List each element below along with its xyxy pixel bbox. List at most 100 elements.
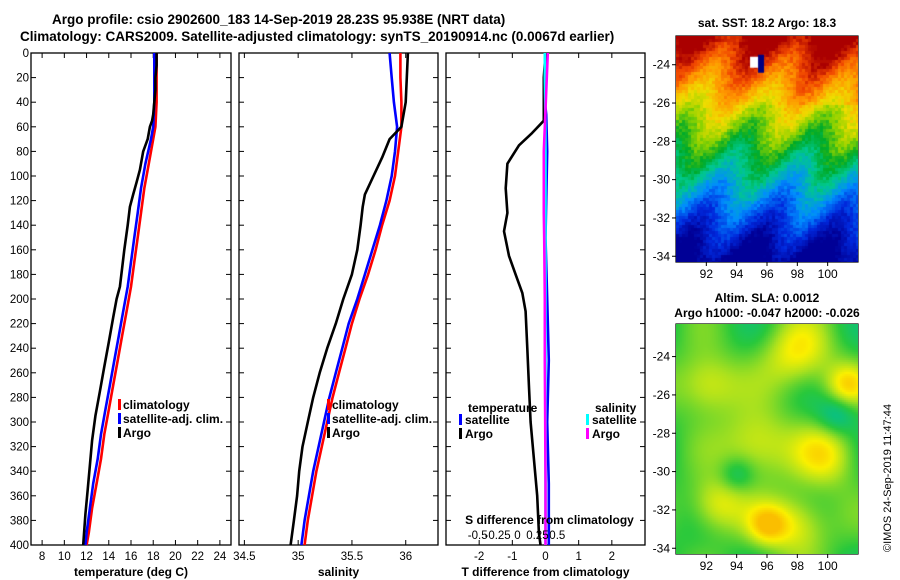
- salinity-legend-label: climatology: [332, 398, 399, 412]
- sst_map-ytick-label: -28: [653, 134, 671, 148]
- temperature-xtick-label: 10: [58, 551, 71, 563]
- diff-legend-swatch: [459, 414, 462, 425]
- salinity-diff-tick-label: 0.25: [526, 530, 548, 542]
- sla_map-xtick-label: 98: [791, 559, 805, 573]
- sla_map-xtick-label: 100: [818, 559, 838, 573]
- temperature-xtick-label: 14: [102, 551, 115, 563]
- temperature-xtick-label: 16: [125, 551, 138, 563]
- temperature-xtick-label: 8: [39, 551, 45, 563]
- depth-tick-label: 380: [10, 515, 29, 527]
- sst_map-title: sat. SST: 18.2 Argo: 18.3: [698, 16, 837, 30]
- sla_map-xtick-label: 92: [700, 559, 714, 573]
- sst_map-ytick-label: -26: [653, 96, 671, 110]
- temperature-series-satellite-adj-clim: [84, 53, 156, 546]
- difference-panel: -2 -1 0 1 2 T difference from climatology -0.5…: [445, 52, 646, 579]
- diff-legend-label: satellite: [592, 413, 637, 427]
- sst-map-panel: 92 94 96 98 100 -24 -26 -28 -30 -32 -34 sat. SST: 1…: [653, 16, 859, 281]
- sst_map-xtick-label: 100: [818, 267, 838, 281]
- depth-tick-label: 160: [10, 245, 29, 257]
- salinity-xtick-label: 36: [399, 551, 412, 563]
- depth-tick-label: 220: [10, 319, 29, 331]
- figure-title-line1: Argo profile: csio 2902600_183 14-Sep-20…: [52, 12, 506, 27]
- temperature-xtick-label: 20: [169, 551, 182, 563]
- temperature-legend-label: satellite-adj. clim.: [123, 412, 223, 426]
- differences-xtick-label: 1: [575, 551, 581, 563]
- sst_map-xtick-label: 98: [791, 267, 805, 281]
- diff-legend-title-temperature: temperature: [468, 401, 538, 415]
- salinity-xtick-label: 35.5: [341, 551, 363, 563]
- diff-legend-label: Argo: [465, 427, 493, 441]
- differences-xtick-label: 2: [609, 551, 615, 563]
- diff-legend-swatch: [586, 428, 589, 439]
- salinity-series-argo: [289, 52, 410, 546]
- differences-xtick-label: -1: [507, 551, 517, 563]
- temperature-xtick-label: 12: [80, 551, 93, 563]
- depth-tick-label: 200: [10, 294, 29, 306]
- sla_map-ytick-label: -30: [653, 465, 671, 479]
- salinity-legend-label: Argo: [332, 426, 360, 440]
- temperature-legend-swatch: [118, 399, 121, 410]
- salinity-diff-tick-label: -0.5: [468, 530, 488, 542]
- salinity-series-satellite-adj-clim: [300, 52, 399, 546]
- differences-xlabel: T difference from climatology: [461, 565, 629, 579]
- salinity-legend-swatch: [327, 399, 330, 410]
- depth-tick-label: 80: [16, 146, 29, 158]
- differences-series-temperature-argo: [502, 52, 547, 546]
- sst_map-ytick-label: -30: [653, 173, 671, 187]
- sla-map-image: [676, 324, 858, 554]
- sst_map-xtick-label: 96: [760, 267, 774, 281]
- salinity-legend-label: satellite-adj. clim.: [332, 412, 432, 426]
- sla_map-title: Argo h1000: -0.047 h2000: -0.026: [674, 306, 860, 320]
- depth-tick-label: 100: [10, 171, 29, 183]
- temperature-legend-swatch: [118, 413, 121, 424]
- sst-map-image: [676, 36, 858, 262]
- figure-title-line2: Climatology: CARS2009. Satellite-adjuste…: [20, 29, 615, 44]
- sla_map-xtick-label: 94: [730, 559, 744, 573]
- sla_map-ytick-label: -28: [653, 426, 671, 440]
- salinity-series-climatology: [303, 53, 403, 546]
- salinity-legend-swatch: [327, 413, 330, 424]
- sst_map-xtick-label: 94: [730, 267, 744, 281]
- sla-map-panel: 92 94 96 98 100 -24 -26 -28 -30 -32 -34 Altim. SLA:…: [653, 291, 894, 573]
- sla_map-ytick-label: -32: [653, 503, 671, 517]
- sla_map-ytick-label: -34: [653, 541, 671, 555]
- temperature-series-climatology: [85, 53, 158, 546]
- depth-tick-label: 320: [10, 442, 29, 454]
- salinity-xlabel: salinity: [318, 565, 360, 579]
- temperature-series-argo: [81, 53, 158, 546]
- temperature-xlabel: temperature (deg C): [74, 565, 188, 579]
- sla_map-xtick-label: 96: [760, 559, 774, 573]
- depth-tick-label: 300: [10, 417, 29, 429]
- imos-timestamp: ©IMOS 24-Sep-2019 11:47:44: [882, 404, 894, 552]
- depth-tick-label: 0: [23, 48, 29, 60]
- diff-legend-swatch: [586, 414, 589, 425]
- temperature-frame: [30, 52, 232, 546]
- salinity-diff-tick-label: -0.25: [484, 530, 510, 542]
- differences-xtick-label: -2: [474, 551, 484, 563]
- depth-tick-label: 400: [10, 540, 29, 552]
- salinity-xtick-label: 35: [292, 551, 305, 563]
- diff-legend-label: Argo: [592, 427, 620, 441]
- depth-tick-label: 60: [16, 122, 29, 134]
- depth-tick-label: 120: [10, 196, 29, 208]
- salinity-diff-label: S difference from climatology: [465, 513, 634, 527]
- salinity-legend-swatch: [327, 427, 330, 438]
- salinity-diff-tick-label: 0: [514, 530, 520, 542]
- diff-legend-title-salinity: salinity: [595, 401, 637, 415]
- temperature-legend-label: climatology: [123, 398, 190, 412]
- depth-tick-label: 360: [10, 491, 29, 503]
- sla_map-ytick-label: -24: [653, 350, 671, 364]
- depth-tick-label: 20: [16, 73, 29, 85]
- sst_map-ytick-label: -24: [653, 58, 671, 72]
- sla_map-ytick-label: -26: [653, 388, 671, 402]
- temperature-xtick-label: 24: [213, 551, 226, 563]
- depth-tick-label: 140: [10, 220, 29, 232]
- salinity-frame: [238, 52, 439, 546]
- salinity-panel: 34.5 35 35.5 36 salinity climatologysatellite…: [233, 52, 439, 579]
- temperature-legend-label: Argo: [123, 426, 151, 440]
- temperature-xtick-label: 18: [147, 551, 160, 563]
- depth-tick-label: 280: [10, 392, 29, 404]
- differences-series-salinity-argo: [542, 52, 550, 545]
- temperature-panel: 0 20 40 60 80 100 120 140 160 180 200 220 240 260 280 3…: [10, 48, 232, 579]
